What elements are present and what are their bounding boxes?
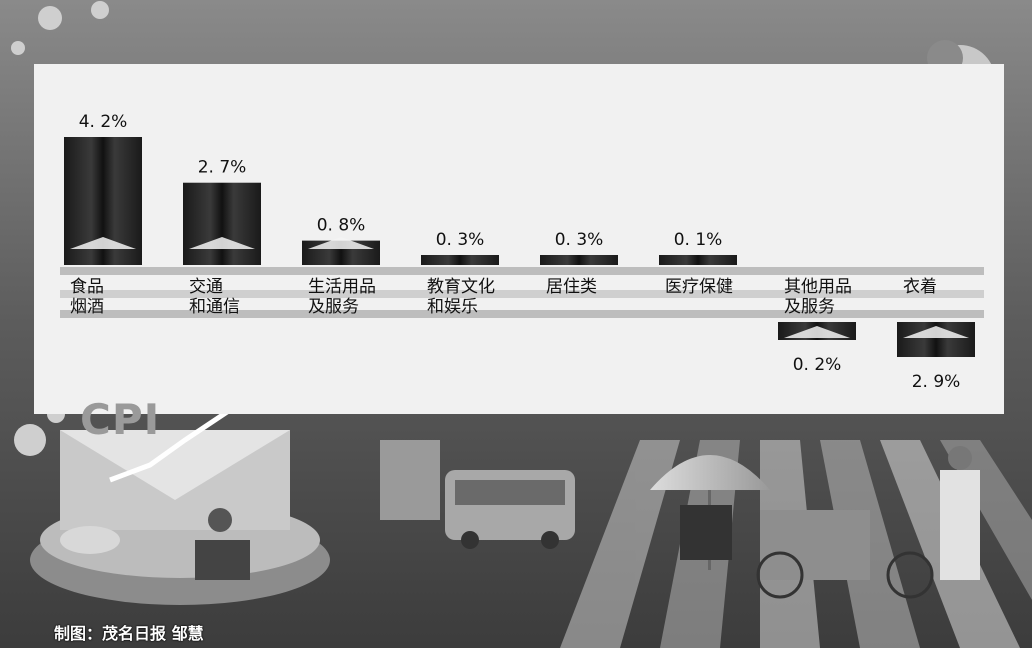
value-label-7: 0. 2% bbox=[793, 355, 842, 375]
bar-2 bbox=[183, 182, 261, 265]
value-label-1: 4. 2% bbox=[79, 112, 128, 132]
category-label-1-line2: 烟酒 bbox=[70, 297, 104, 317]
category-label-7: 其他用品 bbox=[784, 277, 852, 297]
bar-arrow-1 bbox=[70, 237, 136, 249]
chart-background bbox=[34, 64, 1004, 414]
bar-6 bbox=[659, 255, 737, 265]
category-label-3: 生活用品 bbox=[308, 277, 376, 297]
street-scene-illustration bbox=[380, 440, 980, 599]
bar-4 bbox=[421, 255, 499, 265]
bar-5 bbox=[540, 255, 618, 265]
category-label-3-line2: 及服务 bbox=[308, 297, 359, 317]
baseline-stripe-middle bbox=[60, 290, 984, 298]
value-label-8: 2. 9% bbox=[912, 372, 961, 392]
category-label-4-line2: 和娱乐 bbox=[427, 297, 478, 317]
category-label-7-line2: 及服务 bbox=[784, 297, 835, 317]
category-label-8: 衣着 bbox=[903, 277, 937, 297]
value-label-5: 0. 3% bbox=[555, 230, 604, 250]
category-label-6: 医疗保健 bbox=[665, 277, 733, 297]
bar-arrow-7 bbox=[784, 326, 850, 338]
value-label-3: 0. 8% bbox=[317, 216, 366, 236]
category-label-4: 教育文化 bbox=[427, 277, 495, 297]
bar-arrow-2 bbox=[189, 237, 255, 249]
baseline-stripe-bottom bbox=[60, 310, 984, 318]
category-label-2-line2: 和通信 bbox=[189, 297, 240, 317]
category-label-2: 交通 bbox=[189, 277, 223, 297]
category-label-5: 居住类 bbox=[546, 277, 597, 297]
bar-arrow-8 bbox=[903, 326, 969, 338]
bar-arrow-3 bbox=[308, 237, 374, 249]
value-label-4: 0. 3% bbox=[436, 230, 485, 250]
cpi-podium-illustration bbox=[30, 392, 330, 605]
cpi-logo: CPI bbox=[80, 395, 161, 444]
value-label-6: 0. 1% bbox=[674, 230, 723, 250]
value-label-2: 2. 7% bbox=[198, 158, 247, 178]
category-label-1: 食品 bbox=[70, 277, 104, 297]
credit-line: 制图：茂名日报 邹慧 bbox=[54, 624, 204, 643]
baseline-stripe-top bbox=[60, 267, 984, 275]
